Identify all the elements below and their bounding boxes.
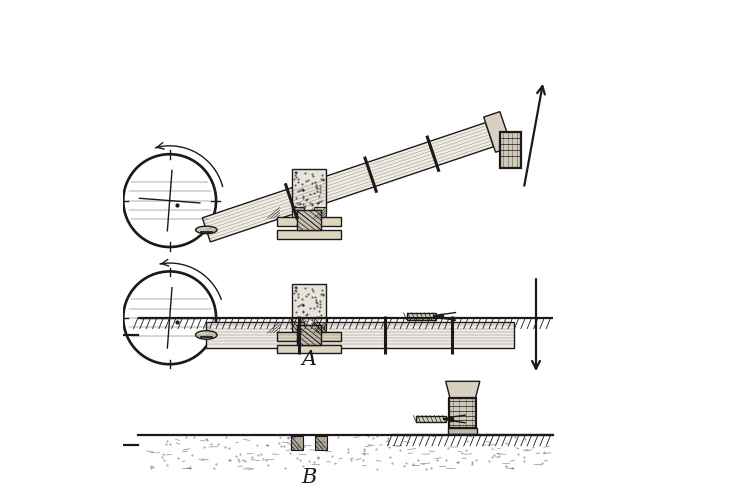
Bar	[416, 415, 445, 422]
Bar	[297, 210, 321, 230]
Bar	[315, 436, 327, 450]
Polygon shape	[449, 399, 476, 428]
Bar	[277, 345, 340, 354]
Polygon shape	[500, 132, 521, 168]
Bar	[297, 325, 321, 345]
Bar	[277, 230, 340, 239]
Bar	[314, 207, 326, 218]
Polygon shape	[445, 381, 480, 401]
Bar	[314, 322, 326, 333]
Bar	[291, 319, 303, 332]
Bar	[291, 436, 303, 450]
Bar	[406, 313, 436, 320]
Bar	[277, 217, 340, 226]
Bar	[277, 332, 340, 341]
Text: B: B	[301, 468, 317, 487]
Bar	[292, 284, 326, 328]
Polygon shape	[448, 428, 478, 434]
Bar	[292, 207, 304, 218]
Polygon shape	[484, 112, 512, 152]
Bar	[292, 322, 304, 333]
Polygon shape	[202, 123, 494, 242]
Text: A: A	[301, 350, 317, 369]
Ellipse shape	[196, 226, 217, 234]
Ellipse shape	[196, 330, 217, 339]
Polygon shape	[207, 322, 514, 348]
Bar	[292, 169, 326, 213]
Bar	[315, 319, 327, 332]
